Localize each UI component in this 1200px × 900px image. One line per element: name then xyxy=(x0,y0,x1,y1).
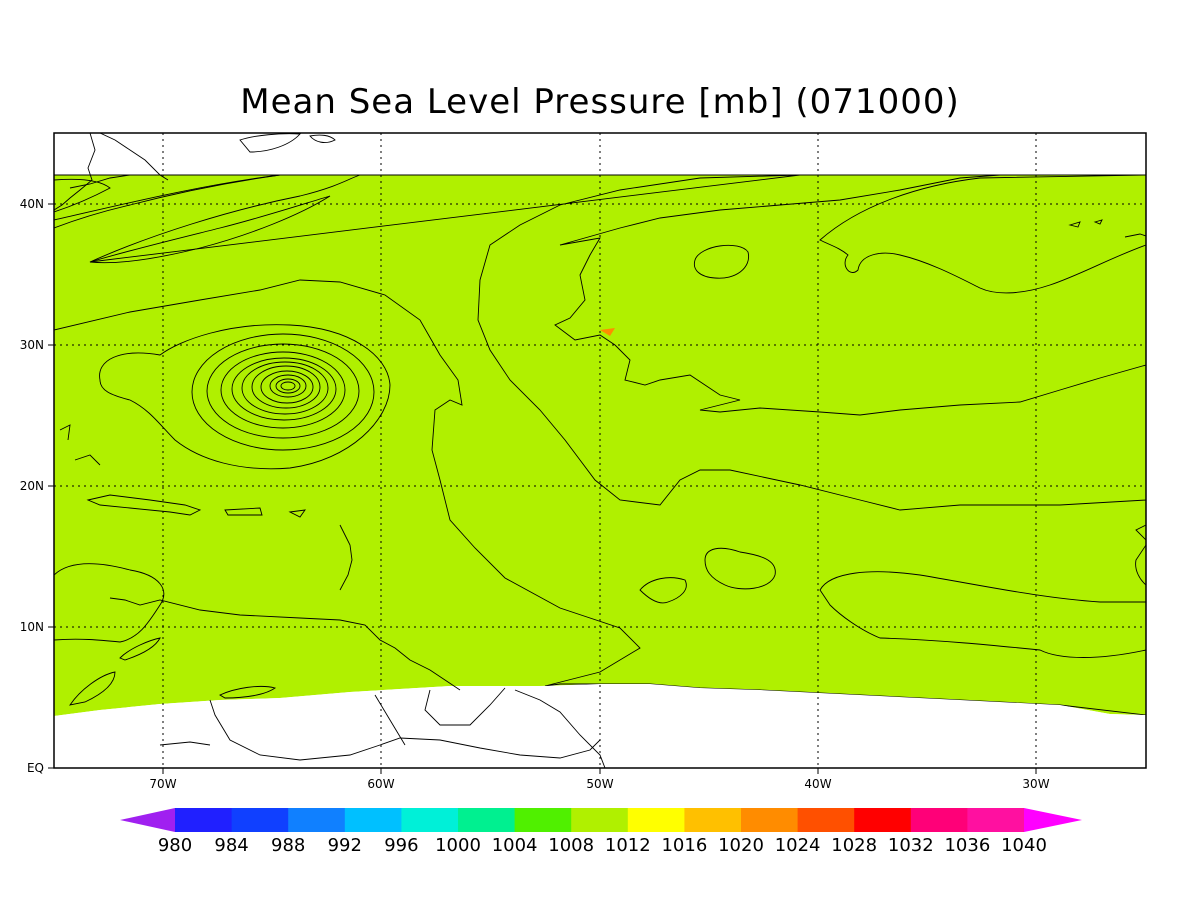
colorbar-swatch xyxy=(910,808,968,832)
band-1004-nw xyxy=(54,178,111,213)
colorbar-swatch xyxy=(458,808,516,832)
colorbar-swatch xyxy=(571,808,629,832)
tick-marks xyxy=(48,203,1037,774)
y-axis-labels: EQ 10N 20N 30N 40N xyxy=(20,197,44,775)
band-1024-east xyxy=(819,174,1146,294)
band-988 xyxy=(231,357,337,421)
colorbar-label: 1028 xyxy=(831,835,877,856)
south-america-land xyxy=(54,684,1146,768)
colorbar-label: 1040 xyxy=(1001,835,1047,856)
colorbar: 980 984 988 992 996 1000 1004 1008 1012 1016 1020 1… xyxy=(120,808,1082,856)
colorbar-label: 1024 xyxy=(775,835,821,856)
band-1008-blob1 xyxy=(704,547,776,590)
colorbar-label: 1020 xyxy=(718,835,764,856)
band-976 xyxy=(260,370,314,404)
colorbar-swatch xyxy=(627,808,685,832)
band-984 xyxy=(241,361,329,415)
colorbar-swatch xyxy=(684,808,742,832)
x-tick-label: 70W xyxy=(149,777,176,791)
band-1008-blob3 xyxy=(1135,544,1146,586)
colorbar-swatch xyxy=(288,808,346,832)
band-1012-sw2 xyxy=(69,671,116,706)
colorbar-swatch xyxy=(854,808,912,832)
colorbar-arrow-high xyxy=(1024,808,1082,832)
y-tick-label: 20N xyxy=(20,479,44,493)
colorbar-label: 1004 xyxy=(492,835,538,856)
band-1000 xyxy=(191,333,375,451)
colorbar-swatch xyxy=(175,808,233,832)
colorbar-label: 996 xyxy=(384,835,418,856)
plot-area xyxy=(54,133,1146,768)
colorbar-swatch xyxy=(401,808,459,832)
colorbar-label: 1032 xyxy=(888,835,934,856)
cyclone-low xyxy=(99,324,391,470)
colorbar-swatch xyxy=(344,808,402,832)
band-eye xyxy=(269,374,307,398)
band-1020-inner xyxy=(600,328,615,336)
colorbar-swatch xyxy=(231,808,289,832)
band-992 xyxy=(220,351,346,429)
y-tick-label: 10N xyxy=(20,620,44,634)
band-1020 xyxy=(554,174,1146,416)
colorbar-label: 992 xyxy=(328,835,362,856)
colorbar-label: 984 xyxy=(214,835,248,856)
colorbar-label: 1000 xyxy=(435,835,481,856)
x-tick-label: 30W xyxy=(1022,777,1049,791)
x-tick-label: 50W xyxy=(586,777,613,791)
y-tick-label: 40N xyxy=(20,197,44,211)
map-title: Mean Sea Level Pressure [mb] (071000) xyxy=(240,82,960,122)
x-tick-label: 40W xyxy=(804,777,831,791)
colorbar-label: 1012 xyxy=(605,835,651,856)
band-1016-a xyxy=(89,174,1146,541)
colorbar-swatch xyxy=(514,808,572,832)
graticule xyxy=(54,133,1146,768)
x-tick-label: 60W xyxy=(367,777,394,791)
x-axis-labels: 70W 60W 50W 40W 30W xyxy=(149,777,1049,791)
band-980 xyxy=(251,365,321,409)
band-996 xyxy=(206,343,360,439)
colorbar-swatch xyxy=(741,808,799,832)
colorbar-label: 1008 xyxy=(548,835,594,856)
band-1024-west xyxy=(693,244,749,279)
colorbar-swatch xyxy=(797,808,855,832)
coastlines xyxy=(54,133,1146,768)
y-tick-label: 30N xyxy=(20,338,44,352)
colorbar-label: 1016 xyxy=(661,835,707,856)
band-1016-b xyxy=(89,195,331,264)
band-1008-nw xyxy=(54,174,281,229)
y-tick-label: EQ xyxy=(27,761,44,775)
colorbar-arrow-low xyxy=(120,808,175,832)
colorbar-swatch xyxy=(967,808,1025,832)
band-1004-sw xyxy=(54,563,165,643)
band-1008-east xyxy=(819,571,1146,658)
band-1012-sw1 xyxy=(119,637,161,661)
band-1008-blob2 xyxy=(639,577,687,604)
colorbar-label: 1036 xyxy=(944,835,990,856)
band-1004 xyxy=(99,324,391,470)
band-1012-sw3 xyxy=(219,685,277,699)
colorbar-label: 980 xyxy=(158,835,192,856)
colorbar-label: 988 xyxy=(271,835,305,856)
